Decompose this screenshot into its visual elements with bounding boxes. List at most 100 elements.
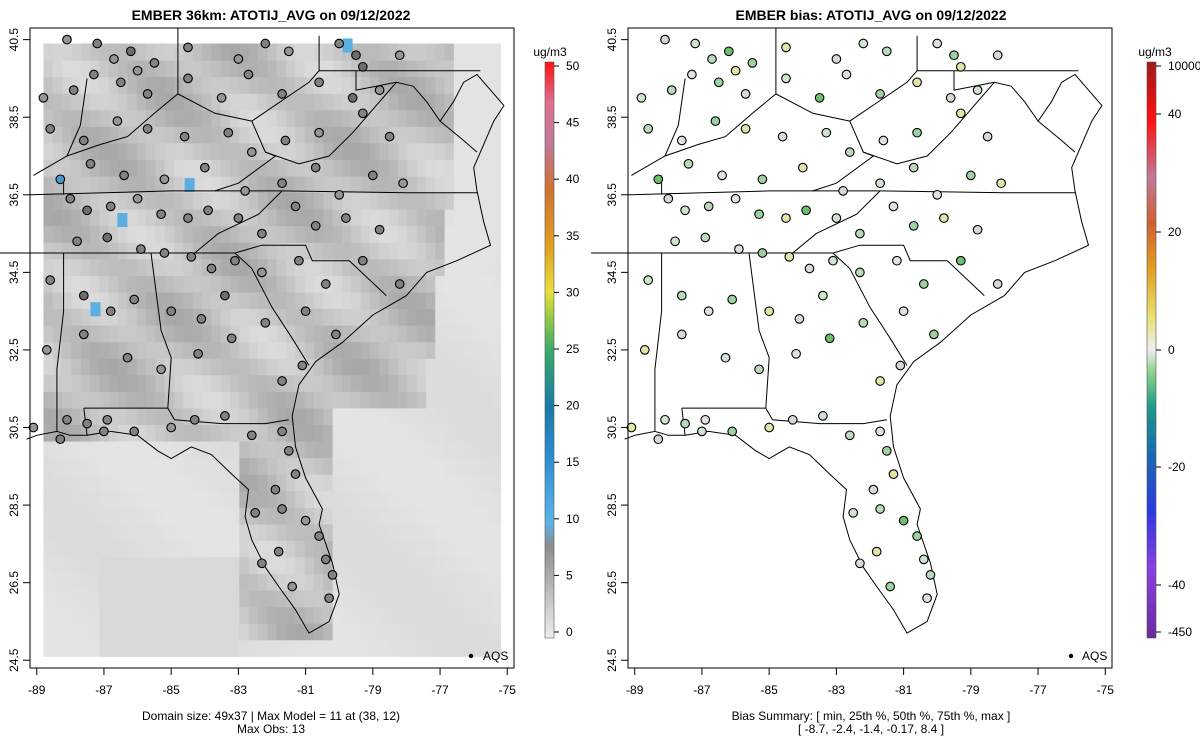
grid-cell — [267, 209, 278, 227]
grid-cell — [108, 606, 119, 624]
site-marker — [653, 174, 664, 185]
site-marker — [136, 244, 146, 254]
grid-cell — [472, 474, 483, 492]
grid-cell — [136, 258, 147, 276]
grid-cell — [267, 573, 278, 591]
grid-cell — [108, 126, 119, 144]
grid-cell — [407, 225, 418, 243]
grid-cell — [425, 391, 436, 409]
grid-cell — [99, 126, 110, 144]
site-marker — [166, 306, 177, 317]
grid-cell — [90, 308, 100, 326]
grid-cell — [183, 590, 194, 608]
grid-cell — [71, 407, 82, 425]
site-marker — [818, 290, 828, 301]
grid-cell — [481, 606, 492, 624]
site-marker — [384, 131, 395, 142]
grid-cell — [481, 159, 492, 177]
grid-cell — [211, 391, 222, 409]
grid-cell — [379, 93, 390, 111]
grid-cell — [295, 109, 306, 127]
grid-cell — [174, 242, 184, 260]
grid-cell — [472, 573, 483, 591]
grid-cell — [230, 639, 240, 657]
grid-cell — [136, 341, 147, 359]
grid-cell — [407, 474, 418, 492]
grid-cell — [351, 407, 362, 425]
site-marker — [734, 244, 744, 254]
grid-cell — [62, 258, 72, 276]
grid-cell — [118, 507, 128, 525]
grid-cell — [220, 507, 231, 525]
site-marker — [643, 123, 654, 134]
grid-cell — [108, 474, 119, 492]
grid-cell — [71, 341, 82, 359]
grid-cell — [183, 457, 194, 475]
grid-cell — [71, 507, 82, 525]
grid-cell — [127, 142, 138, 160]
grid-cell — [258, 407, 268, 425]
grid-cell — [341, 523, 352, 541]
bias-x-axis: -89 -87 -85 -83 -81 -79 -77 -75 — [626, 668, 1114, 697]
site-marker — [129, 294, 140, 305]
grid-cell — [444, 192, 455, 210]
site-marker — [747, 58, 758, 68]
grid-cell — [351, 126, 362, 144]
grid-cell — [220, 258, 231, 276]
grid-cell — [425, 308, 436, 326]
grid-cell — [481, 291, 492, 310]
grid-cell — [174, 275, 184, 293]
grid-cell — [341, 474, 352, 492]
grid-cell — [407, 209, 418, 227]
grid-cell — [99, 441, 110, 459]
grid-cell — [267, 93, 278, 111]
border-line — [439, 73, 505, 137]
site-marker — [831, 213, 842, 223]
grid-cell — [351, 590, 362, 608]
grid-cell — [304, 43, 315, 61]
grid-cell — [43, 176, 54, 194]
grid-cell — [43, 93, 54, 111]
grid-cell — [304, 60, 315, 78]
grid-cell — [202, 573, 212, 591]
border-line — [355, 70, 397, 91]
site-marker — [260, 317, 271, 328]
grid-cell — [463, 407, 474, 425]
grid-cell-high — [184, 178, 195, 193]
grid-cell — [323, 623, 334, 641]
grid-cell — [43, 258, 54, 276]
grid-cell — [379, 43, 390, 61]
grid-cell — [332, 242, 343, 260]
grid-cell — [295, 391, 306, 409]
grid-cell — [388, 374, 399, 392]
grid-cell — [435, 540, 446, 558]
grid-cell — [118, 109, 128, 127]
grid-cell — [118, 192, 128, 210]
grid-cell — [90, 590, 100, 608]
grid-cell — [248, 457, 259, 475]
grid-cell — [99, 391, 110, 409]
model-x-axis: -89 -87 -85 -83 -81 -79 -77 -75 — [28, 668, 516, 697]
grid-cell — [332, 374, 343, 392]
bias-plot-background — [628, 28, 1112, 668]
grid-cell — [313, 556, 324, 575]
grid-cell — [285, 358, 296, 376]
grid-cell — [332, 209, 343, 227]
grid-cell — [463, 358, 474, 376]
grid-cell — [388, 573, 399, 591]
grid-cell — [425, 507, 436, 525]
grid-cell — [62, 523, 72, 541]
grid-cell — [80, 606, 91, 624]
grid-cell — [90, 93, 100, 111]
grid-cell — [397, 209, 408, 227]
site-marker — [723, 46, 734, 57]
grid-cell — [62, 176, 72, 194]
border-line — [792, 190, 881, 254]
grid-cell — [164, 325, 175, 343]
grid-cell — [136, 441, 147, 459]
site-marker — [636, 92, 647, 103]
grid-cell — [407, 523, 418, 541]
grid-cell — [276, 209, 287, 227]
grid-cell — [463, 507, 474, 525]
grid-cell — [304, 573, 315, 591]
